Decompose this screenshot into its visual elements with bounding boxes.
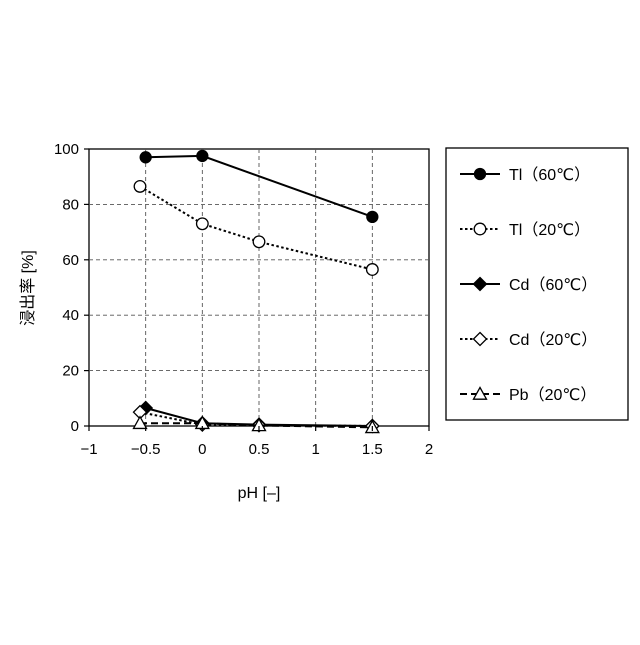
legend-marker	[474, 223, 486, 235]
y-tick-label: 20	[62, 363, 79, 380]
y-tick-label: 100	[54, 141, 79, 158]
y-tick-label: 80	[62, 196, 79, 213]
x-tick-label: −1	[80, 441, 97, 458]
data-point	[134, 181, 146, 193]
data-point	[253, 236, 265, 248]
data-point	[197, 150, 208, 161]
legend-label: Pb（20℃）	[509, 386, 596, 404]
y-tick-label: 0	[71, 418, 79, 435]
x-tick-label: −0.5	[131, 441, 161, 458]
y-axis-title: 浸出率 [%]	[19, 250, 37, 326]
legend-label: Cd（20℃）	[509, 331, 597, 349]
data-point	[367, 264, 379, 276]
legend-label: Tl（20℃）	[509, 221, 590, 239]
x-axis-title: pH [–]	[238, 485, 281, 502]
y-tick-label: 60	[62, 252, 79, 269]
x-tick-label: 1.5	[362, 441, 383, 458]
x-tick-label: 2	[425, 441, 433, 458]
legend-label: Tl（60℃）	[509, 166, 590, 184]
data-point	[140, 152, 151, 163]
x-tick-label: 0	[198, 441, 206, 458]
x-tick-label: 1	[311, 441, 319, 458]
legend-label: Cd（60℃）	[509, 276, 597, 294]
legend-marker	[475, 169, 486, 180]
y-tick-label: 40	[62, 307, 79, 324]
data-point	[367, 211, 378, 222]
x-tick-label: 0.5	[249, 441, 270, 458]
data-point	[197, 218, 209, 230]
